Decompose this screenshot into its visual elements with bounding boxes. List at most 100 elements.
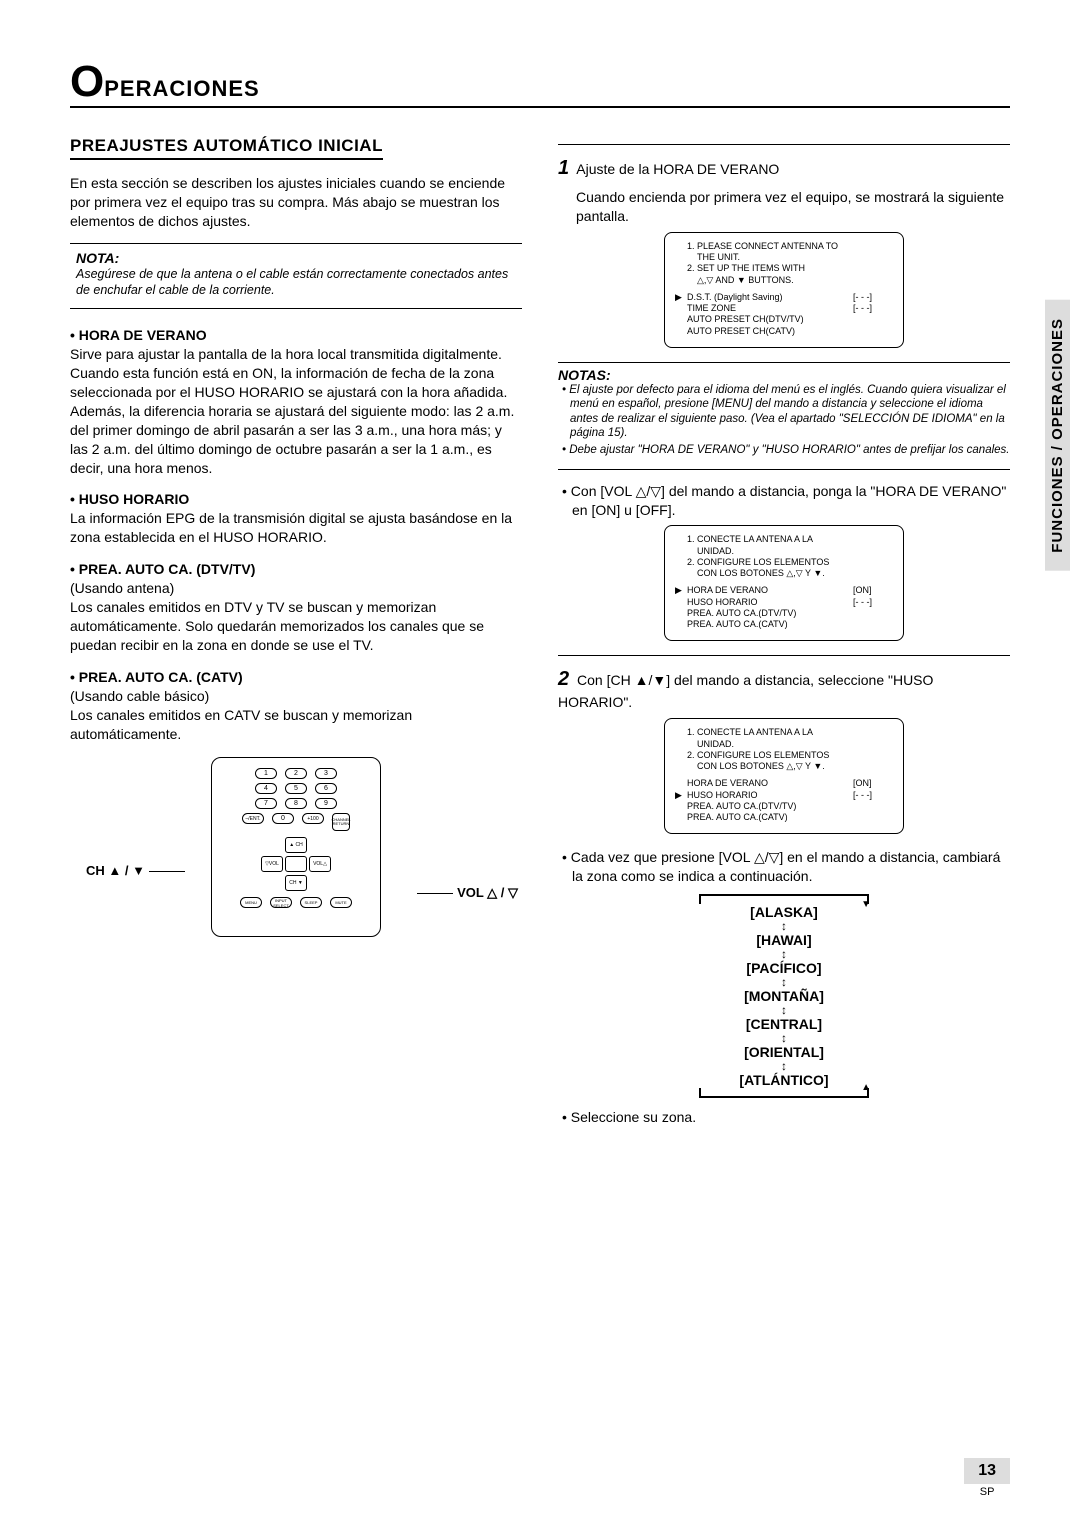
- osd3-l1b: UNIDAD.: [687, 739, 734, 750]
- tz-montana: [MONTAÑA]: [699, 988, 869, 1004]
- tz-atlantico: [ATLÁNTICO]: [699, 1072, 869, 1088]
- remote-key-1: 1: [255, 768, 277, 779]
- remote-key-7: 7: [255, 798, 277, 809]
- osd1-m4: AUTO PRESET CH(CATV): [687, 326, 893, 337]
- osd3-l2b: CON LOS BOTONES △,▽ Y ▼.: [687, 761, 825, 772]
- remote-key-8: 8: [285, 798, 307, 809]
- tz-arrow-icon: ↕: [699, 1060, 869, 1072]
- remote-key-4: 4: [255, 783, 277, 794]
- remote-input: INPUT SELECT: [270, 897, 292, 908]
- remote-control-diagram: 1 2 3 4 5 6 7 8 9 –/ENT. 0 +100: [211, 757, 381, 937]
- osd2-l2: 2. CONFIGURE LOS ELEMENTOS: [687, 557, 829, 568]
- tz-arrow-icon: ↕: [699, 976, 869, 988]
- bullet-1-text: Sirve para ajustar la pantalla de la hor…: [70, 345, 522, 477]
- remote-center: [285, 856, 307, 872]
- bullet-4-text: Los canales emitidos en CATV se buscan y…: [70, 706, 522, 744]
- osd2-m3: PREA. AUTO CA.(DTV/TV): [687, 608, 893, 619]
- osd3-l2: 2. CONFIGURE LOS ELEMENTOS: [687, 750, 829, 761]
- remote-ch-label: CH ▲ / ▼: [86, 863, 185, 878]
- left-column: PREAJUSTES AUTOMÁTICO INICIAL En esta se…: [70, 136, 522, 1133]
- side-tab: FUNCIONES / OPERACIONES: [1045, 300, 1070, 571]
- section-heading: PREAJUSTES AUTOMÁTICO INICIAL: [70, 136, 383, 160]
- osd2-m4: PREA. AUTO CA.(CATV): [687, 619, 893, 630]
- separator-top: [558, 144, 1010, 145]
- tz-alaska: [ALASKA]: [699, 904, 869, 920]
- remote-key-0: 0: [272, 813, 294, 824]
- osd1-l1b: THE UNIT.: [687, 252, 740, 263]
- tz-arrow-icon: ↕: [699, 1004, 869, 1016]
- tz-arrow-icon: ↕: [699, 920, 869, 932]
- tz-arrow-icon: ↕: [699, 1032, 869, 1044]
- osd1-l1: 1. PLEASE CONNECT ANTENNA TO: [687, 241, 838, 252]
- step-2-num: 2: [558, 668, 569, 690]
- bullet-1-title: • HORA DE VERANO: [70, 327, 522, 343]
- page-footer: 13 SP: [964, 1458, 1010, 1498]
- tz-arrow-icon: ↕: [699, 948, 869, 960]
- separator-mid: [558, 655, 1010, 656]
- nota-text: Asegúrese de que la antena o el cable es…: [76, 266, 516, 299]
- page-lang: SP: [964, 1486, 1010, 1498]
- nota-box: NOTA: Asegúrese de que la antena o el ca…: [70, 243, 522, 310]
- notas-box: NOTAS: • El ajuste por defecto para el i…: [558, 362, 1010, 470]
- osd1-l2: 2. SET UP THE ITEMS WITH: [687, 263, 805, 274]
- osd3-m1: HORA DE VERANO: [687, 778, 853, 789]
- remote-key-9: 9: [315, 798, 337, 809]
- tz-pacifico: [PACÍFICO]: [699, 960, 869, 976]
- bullet-3-sub: (Usando antena): [70, 579, 522, 598]
- remote-dpad: ▲ CH ▽VOL VOL△ CH ▼: [261, 837, 331, 891]
- remote-ch-up: ▲ CH: [285, 837, 307, 853]
- osd2-m1-val: [ON]: [853, 585, 893, 596]
- remote-key-chreturn: CHANNEL RETURN: [332, 813, 350, 831]
- bullet-4-title: • PREA. AUTO CA. (CATV): [70, 669, 522, 685]
- osd1-m3: AUTO PRESET CH(DTV/TV): [687, 314, 893, 325]
- title-initial: O: [70, 57, 104, 106]
- intro-paragraph: En esta sección se describen los ajustes…: [70, 174, 522, 231]
- remote-vol-up: VOL△: [309, 856, 331, 872]
- osd3-m1-val: [ON]: [853, 778, 893, 789]
- osd2-m2-val: [- - -]: [853, 597, 893, 608]
- instruction-vol: • Con [VOL △/▽] del mando a distancia, p…: [558, 482, 1010, 520]
- remote-key-5: 5: [285, 783, 307, 794]
- osd3-m3: PREA. AUTO CA.(DTV/TV): [687, 801, 893, 812]
- osd-screen-3: 1. CONECTE LA ANTENA A LA UNIDAD. 2. CON…: [664, 718, 904, 834]
- remote-vol-down: ▽VOL: [261, 856, 283, 872]
- step-2-line: 2 Con [CH ▲/▼] del mando a distancia, se…: [558, 666, 1010, 712]
- tz-hawai: [HAWAI]: [699, 932, 869, 948]
- page-title-block: OPERACIONES: [70, 60, 1010, 108]
- remote-menu: MENU: [240, 897, 262, 908]
- osd3-m2: HUSO HORARIO: [687, 790, 853, 801]
- osd2-l1b: UNIDAD.: [687, 546, 734, 557]
- osd1-m1-val: [- - -]: [853, 292, 893, 303]
- remote-key-6: 6: [315, 783, 337, 794]
- osd3-l1: 1. CONECTE LA ANTENA A LA: [687, 727, 813, 738]
- step-1-line2: Cuando encienda por primera vez el equip…: [558, 188, 1010, 226]
- remote-key-ent: –/ENT.: [242, 813, 264, 824]
- notas-label: NOTAS:: [558, 367, 1010, 383]
- bullet-3-text: Los canales emitidos en DTV y TV se busc…: [70, 598, 522, 655]
- osd2-m1: HORA DE VERANO: [687, 585, 853, 596]
- title-rest: PERACIONES: [104, 76, 259, 101]
- remote-key-3: 3: [315, 768, 337, 779]
- osd1-m1: D.S.T. (Daylight Saving): [687, 292, 853, 303]
- step-1-line1: 1 Ajuste de la HORA DE VERANO: [558, 155, 1010, 182]
- osd2-l2b: CON LOS BOTONES △,▽ Y ▼.: [687, 568, 825, 579]
- tz-central: [CENTRAL]: [699, 1016, 869, 1032]
- osd-screen-2: 1. CONECTE LA ANTENA A LA UNIDAD. 2. CON…: [664, 525, 904, 641]
- bullet-4-sub: (Usando cable básico): [70, 687, 522, 706]
- osd-screen-1: 1. PLEASE CONNECT ANTENNA TO THE UNIT. 2…: [664, 232, 904, 348]
- notas-item-2: • Debe ajustar "HORA DE VERANO" y "HUSO …: [562, 443, 1010, 457]
- bullet-3-title: • PREA. AUTO CA. (DTV/TV): [70, 561, 522, 577]
- instruction-select-zone: • Seleccione su zona.: [558, 1108, 1010, 1127]
- page-number: 13: [964, 1458, 1010, 1484]
- osd3-m2-val: [- - -]: [853, 790, 893, 801]
- right-column: 1 Ajuste de la HORA DE VERANO Cuando enc…: [558, 136, 1010, 1133]
- remote-key-100: +100: [302, 813, 324, 824]
- osd3-m4: PREA. AUTO CA.(CATV): [687, 812, 893, 823]
- instruction-zone: • Cada vez que presione [VOL △/▽] en el …: [558, 848, 1010, 886]
- remote-vol-label: VOL △ / ▽: [417, 885, 518, 901]
- osd1-m2-val: [- - -]: [853, 303, 893, 314]
- remote-ch-down: CH ▼: [285, 875, 307, 891]
- nota-label: NOTA:: [76, 250, 516, 266]
- bullet-2-title: • HUSO HORARIO: [70, 491, 522, 507]
- notas-item-1: • El ajuste por defecto para el idioma d…: [562, 383, 1010, 441]
